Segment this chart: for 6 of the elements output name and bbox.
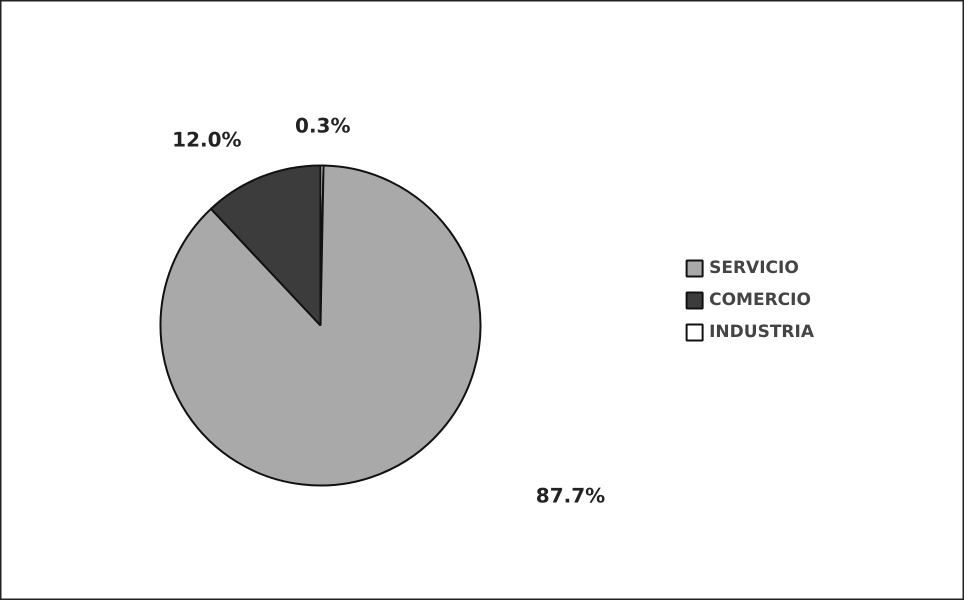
legend-label: SERVICIO xyxy=(709,258,799,278)
data-label: 0.3% xyxy=(295,114,350,138)
data-label: 87.7% xyxy=(536,484,606,508)
legend-label: INDUSTRIA xyxy=(709,322,814,342)
data-label: 12.0% xyxy=(172,128,242,152)
legend-label: COMERCIO xyxy=(709,290,811,310)
